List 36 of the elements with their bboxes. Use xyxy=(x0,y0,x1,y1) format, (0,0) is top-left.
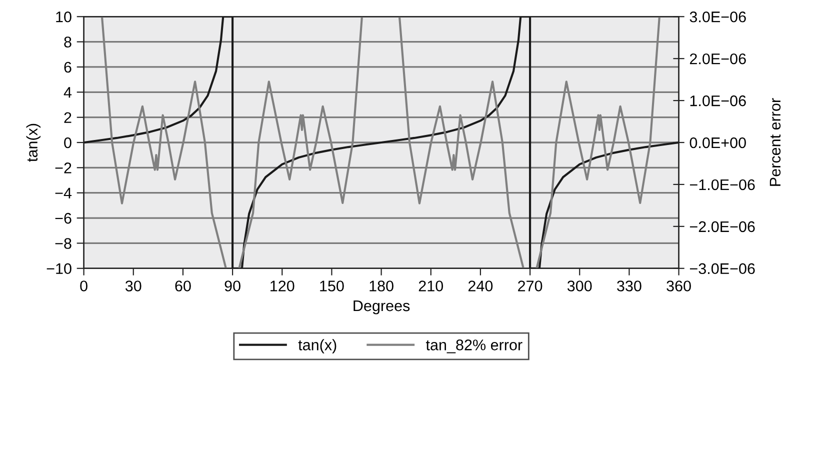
y-tick-label: 4 xyxy=(64,87,72,98)
x-tick-label: 30 xyxy=(125,280,142,292)
y-tick-label: −8 xyxy=(55,238,72,249)
x-tick-label: 180 xyxy=(370,280,394,292)
y2-tick-label: 3.0E−06 xyxy=(690,11,746,22)
x-tick-label: 240 xyxy=(468,280,493,292)
y-tick-label: 2 xyxy=(64,112,72,123)
y-tick-label: −6 xyxy=(55,212,72,224)
y-axis-title: tan(x) xyxy=(26,124,41,162)
x-axis-title: Degrees xyxy=(354,300,410,314)
y-tick-label: 0 xyxy=(64,137,72,148)
y2-tick-label: 2.0E−06 xyxy=(690,53,746,64)
y-tick-label: −2 xyxy=(55,162,72,174)
x-tick-label: 150 xyxy=(320,280,344,292)
y2-tick-label: 0.0E+00 xyxy=(690,137,746,148)
y-tick-label: 6 xyxy=(64,62,72,73)
legend-label: tan_82% error xyxy=(426,340,522,354)
y2-tick-label: −3.0E−06 xyxy=(690,263,755,274)
x-tick-label: 90 xyxy=(224,280,240,292)
x-tick-label: 120 xyxy=(270,280,294,292)
y-tick-label: 10 xyxy=(56,11,72,22)
y2-tick-label: 1.0E−06 xyxy=(690,95,746,106)
legend-label: tan(x) xyxy=(298,339,336,354)
y-tick-label: 8 xyxy=(64,36,72,48)
y2-tick-label: −2.0E−06 xyxy=(690,221,755,232)
x-tick-label: 360 xyxy=(666,280,691,292)
y-tick-label: −10 xyxy=(46,263,72,274)
x-tick-label: 210 xyxy=(418,280,444,292)
y2-tick-label: −1.0E−06 xyxy=(690,179,755,190)
y-tick-label: −4 xyxy=(55,188,72,198)
y2-axis-title: Percent error xyxy=(770,98,781,186)
x-tick-label: 60 xyxy=(175,280,191,292)
x-tick-label: 0 xyxy=(80,280,88,292)
x-tick-label: 270 xyxy=(518,280,542,292)
x-tick-label: 300 xyxy=(567,280,592,292)
x-tick-label: 330 xyxy=(617,280,642,292)
